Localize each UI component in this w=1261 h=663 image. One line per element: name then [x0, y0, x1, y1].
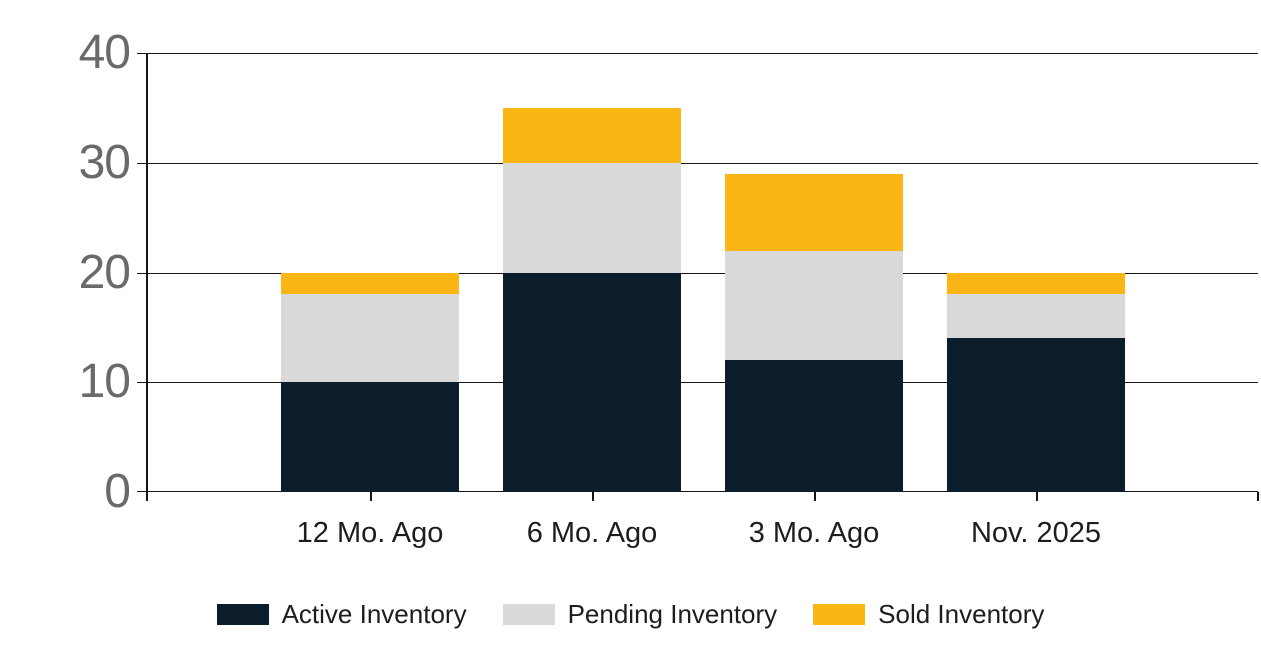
y-axis-tick-label: 30: [78, 135, 131, 189]
legend-item-pending-inventory[interactable]: Pending Inventory: [502, 599, 778, 630]
legend-item-active-inventory[interactable]: Active Inventory: [216, 599, 467, 630]
bar-segment-pending-inventory[interactable]: [947, 294, 1125, 339]
x-axis-label-12-mo-ago: 12 Mo. Ago: [296, 517, 444, 549]
bar-group-3-mo-ago: [725, 53, 903, 492]
x-axis-tick: [1036, 492, 1038, 501]
bar-segment-active-inventory[interactable]: [503, 272, 681, 492]
gridline-10: [137, 382, 1258, 384]
legend-label: Sold Inventory: [878, 599, 1045, 629]
y-axis-tick-label: 20: [78, 245, 131, 299]
bar-segment-pending-inventory[interactable]: [281, 294, 459, 383]
bar-segment-pending-inventory[interactable]: [725, 250, 903, 361]
bar-group-6-mo-ago: [503, 53, 681, 492]
bar-segment-sold-inventory[interactable]: [503, 107, 681, 163]
bar-group-12-mo-ago: [281, 53, 459, 492]
y-axis-labels: 0 10 20 30 40: [0, 27, 131, 518]
bar-segment-sold-inventory[interactable]: [947, 272, 1125, 295]
x-axis-labels: 12 Mo. Ago 6 Mo. Ago 3 Mo. Ago Nov. 2025: [146, 517, 1258, 559]
gridline-40: [137, 53, 1258, 54]
x-axis-tick: [592, 492, 594, 501]
x-axis-label-3-mo-ago: 3 Mo. Ago: [748, 517, 880, 549]
y-axis-tick-label: 40: [78, 26, 131, 79]
y-axis-tick-label: 10: [78, 355, 131, 409]
x-axis-tick: [370, 492, 372, 501]
legend-swatch-pending-inventory: [502, 604, 555, 625]
x-axis-label-6-mo-ago: 6 Mo. Ago: [526, 517, 658, 549]
gridline-30: [137, 162, 1258, 164]
y-axis-line: [146, 53, 148, 501]
gridline-0: [137, 491, 1258, 492]
bar-segment-active-inventory[interactable]: [725, 360, 903, 492]
legend-label: Active Inventory: [281, 599, 467, 629]
legend-swatch-sold-inventory: [813, 604, 866, 625]
legend: Active Inventory Pending Inventory Sold In…: [0, 599, 1261, 630]
bar-segment-pending-inventory[interactable]: [503, 162, 681, 273]
bar-segment-sold-inventory[interactable]: [725, 173, 903, 251]
bar-group-nov-2025: [947, 53, 1125, 492]
legend-label: Pending Inventory: [567, 599, 778, 629]
gridline-20: [137, 272, 1258, 274]
legend-item-sold-inventory[interactable]: Sold Inventory: [813, 599, 1044, 630]
bar-segment-active-inventory[interactable]: [281, 382, 459, 492]
plot-area: [137, 53, 1259, 501]
legend-swatch-active-inventory: [216, 604, 269, 625]
x-axis-label-nov-2025: Nov. 2025: [970, 517, 1102, 549]
x-axis-end-tick: [1257, 492, 1259, 501]
bar-segment-sold-inventory[interactable]: [281, 272, 459, 295]
x-axis-tick: [814, 492, 816, 501]
bar-segment-active-inventory[interactable]: [947, 338, 1125, 492]
y-axis-tick-label: 0: [104, 465, 131, 518]
